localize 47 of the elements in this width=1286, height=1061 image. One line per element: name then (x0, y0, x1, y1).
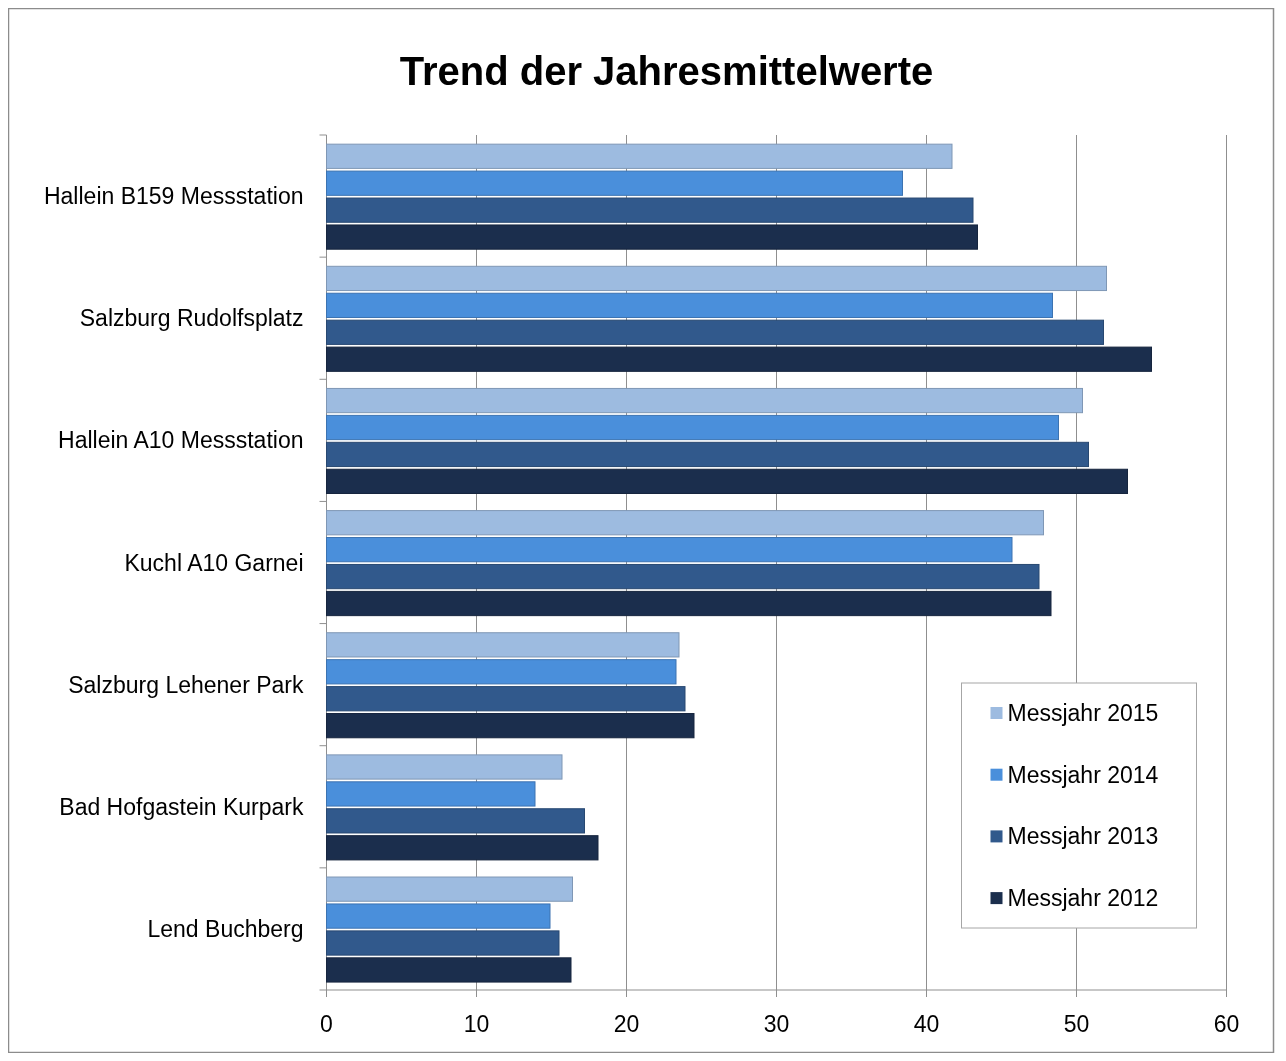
bar (326, 143, 953, 169)
bar (326, 713, 695, 739)
bar (326, 590, 1052, 617)
bar (326, 292, 1053, 318)
bar (326, 686, 686, 712)
bar (326, 930, 560, 956)
bar (326, 510, 1044, 536)
bar (326, 224, 978, 250)
bar (326, 197, 974, 223)
bar (326, 632, 680, 658)
bar (326, 537, 1013, 563)
chart-title: Trend der Jahresmittelwerte (399, 49, 934, 93)
bar (326, 957, 572, 983)
y-tick-label: Hallein B159 Messstation (43, 183, 304, 210)
bar (326, 414, 1059, 441)
bar (326, 387, 1083, 414)
y-tick-label: Salzburg Lehener Park (68, 671, 304, 698)
bar (326, 781, 536, 807)
legend-label: Messjahr 2012 (1007, 885, 1159, 912)
x-tick-label: 20 (613, 1011, 640, 1037)
y-tick-label: Bad Hofgastein Kurpark (59, 793, 304, 820)
bar (326, 319, 1104, 345)
legend-label: Messjahr 2014 (1007, 761, 1159, 788)
bar (326, 468, 1128, 494)
y-tick-label: Lend Buchberg (147, 915, 304, 942)
bar (326, 265, 1107, 292)
bar (326, 835, 599, 861)
bar (326, 659, 677, 685)
bar (326, 346, 1152, 372)
x-tick-label: 50 (1063, 1011, 1090, 1037)
y-tick-label: Hallein A10 Messstation (58, 427, 304, 454)
bar (326, 876, 573, 902)
legend-label: Messjahr 2015 (1007, 700, 1159, 726)
x-tick-label: 60 (1213, 1011, 1240, 1037)
bar (326, 754, 563, 780)
x-tick-label: 10 (463, 1011, 490, 1037)
bar (326, 808, 585, 834)
bar (326, 170, 903, 196)
x-tick-label: 40 (913, 1011, 940, 1037)
y-tick-label: Salzburg Rudolfsplatz (79, 305, 304, 332)
bar (326, 441, 1089, 468)
bar (326, 563, 1040, 590)
bar (326, 903, 551, 929)
legend-label: Messjahr 2013 (1007, 823, 1159, 850)
x-tick-label: 30 (763, 1011, 790, 1037)
x-tick-label: 0 (320, 1011, 333, 1037)
y-tick-label: Kuchl A10 Garnei (124, 549, 304, 576)
